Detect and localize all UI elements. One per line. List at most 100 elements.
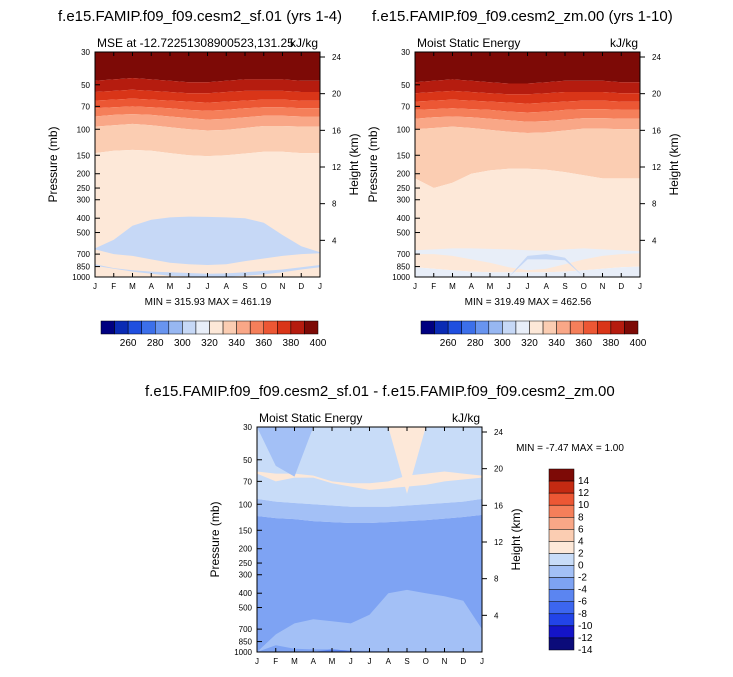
- colorbar-box: [222, 320, 237, 335]
- colorbar-box: [548, 601, 575, 615]
- colorbar-box: [548, 529, 575, 542]
- colorbar-box: [548, 637, 575, 651]
- colorbar-label: -10: [578, 621, 593, 632]
- plot-left-label: MSE at -12.72251308900523,131.25: [97, 36, 294, 50]
- colorbar-label: 260: [440, 338, 457, 349]
- p-tick-label: 250: [77, 184, 91, 193]
- z-tick-label: 24: [652, 53, 661, 62]
- z-tick-label: 20: [332, 90, 341, 99]
- p-tick-label: 70: [243, 477, 252, 486]
- colorbar-label: -4: [578, 585, 587, 596]
- p-tick-label: 850: [397, 263, 411, 272]
- x-tick-label: M: [129, 282, 136, 291]
- p-tick-label: 200: [239, 545, 253, 554]
- x-tick-label: A: [544, 282, 550, 291]
- p-tick-label: 200: [77, 170, 91, 179]
- panel2-title: f.e15.FAMIP.f09_f09.cesm2_zm.00 (yrs 1-1…: [372, 8, 673, 25]
- p-tick-label: 250: [397, 184, 411, 193]
- x-tick-label: M: [449, 282, 456, 291]
- x-tick-label: J: [318, 282, 322, 291]
- contour-region-1: [415, 254, 640, 277]
- y-axis-title: Pressure (mb): [366, 126, 380, 202]
- p-tick-label: 70: [81, 102, 90, 111]
- p-tick-label: 30: [81, 48, 90, 57]
- contour-band-2: [415, 90, 640, 104]
- p-tick-label: 150: [397, 151, 411, 160]
- min-max-stats: MIN = -7.47 MAX = 1.00: [516, 443, 624, 454]
- z-tick-label: 4: [332, 236, 337, 245]
- p-tick-label: 850: [239, 638, 253, 647]
- p-tick-label: 1000: [392, 273, 410, 282]
- colorbar-box: [548, 565, 575, 578]
- contour-band-7: [415, 168, 640, 273]
- colorbar-box: [556, 320, 571, 335]
- x-tick-label: D: [460, 657, 466, 666]
- colorbar-label: 8: [578, 512, 584, 523]
- contour-band-0: [257, 427, 482, 507]
- p-tick-label: 1000: [234, 648, 252, 657]
- colorbar-box: [195, 320, 210, 335]
- x-tick-label: S: [562, 282, 567, 291]
- p-tick-label: 400: [239, 589, 253, 598]
- colorbar-label: 400: [310, 338, 327, 349]
- colorbar-box: [502, 320, 517, 335]
- contour-band-4: [415, 108, 640, 122]
- x-tick-label: S: [404, 657, 409, 666]
- panel-3: Moist Static Energy kJ/kg J F M A M J J A S O N D J 30 5…: [208, 411, 624, 666]
- z-tick-label: 16: [494, 501, 503, 510]
- colorbar-label: 280: [467, 338, 484, 349]
- colorbar-label: -14: [578, 645, 593, 656]
- contour-fills: [95, 52, 320, 277]
- z-tick-label: 8: [332, 200, 337, 209]
- plot-units: kJ/kg: [452, 411, 480, 425]
- contour-fills: [257, 427, 482, 652]
- contour-band-1: [95, 78, 320, 94]
- colorbar-label: 300: [494, 338, 511, 349]
- colorbar-box: [461, 320, 476, 335]
- p-tick-label: 50: [81, 81, 90, 90]
- y-axis-title-right: Height (km): [509, 508, 523, 570]
- p-tick-label: 300: [239, 571, 253, 580]
- x-tick-label: A: [224, 282, 230, 291]
- colorbar-label: 280: [147, 338, 164, 349]
- p-tick-label: 100: [77, 125, 91, 134]
- z-tick-label: 8: [652, 200, 657, 209]
- z-tick-label: 24: [332, 53, 341, 62]
- colorbar-box: [114, 320, 129, 335]
- colorbar-label: -6: [578, 597, 587, 608]
- colorbar-box: [583, 320, 598, 335]
- colorbar-box: [277, 320, 292, 335]
- x-tick-label: M: [167, 282, 174, 291]
- p-tick-label: 300: [77, 196, 91, 205]
- colorbar-box: [548, 577, 575, 590]
- colorbar-box: [488, 320, 503, 335]
- p-tick-label: 250: [239, 559, 253, 568]
- p-tick-label: 500: [397, 229, 411, 238]
- y-axis-title-right: Height (km): [347, 133, 361, 195]
- p-tick-label: 200: [397, 170, 411, 179]
- colorbar-box: [290, 320, 305, 335]
- colorbar-box: [141, 320, 156, 335]
- x-tick-label: N: [280, 282, 286, 291]
- colorbar-label: 360: [255, 338, 272, 349]
- x-tick-label: N: [442, 657, 448, 666]
- x-tick-label: J: [507, 282, 511, 291]
- x-tick-label: A: [311, 657, 317, 666]
- colorbar-label: 12: [578, 488, 590, 499]
- p-tick-label: 100: [397, 125, 411, 134]
- x-tick-label: F: [273, 657, 278, 666]
- p-tick-label: 50: [243, 456, 252, 465]
- colorbar-box: [597, 320, 612, 335]
- colorbar-label: 2: [578, 548, 584, 559]
- colorbar-box: [304, 320, 319, 335]
- colorbar-box: [434, 320, 449, 335]
- colorbar-box: [182, 320, 197, 335]
- contour-fills: [415, 52, 640, 277]
- colorbar-box: [548, 517, 575, 530]
- contour-band-6: [415, 126, 640, 188]
- contour-region-1: [257, 471, 482, 490]
- min-max-stats: MIN = 319.49 MAX = 462.56: [465, 297, 592, 308]
- contour-region-3: [257, 589, 482, 652]
